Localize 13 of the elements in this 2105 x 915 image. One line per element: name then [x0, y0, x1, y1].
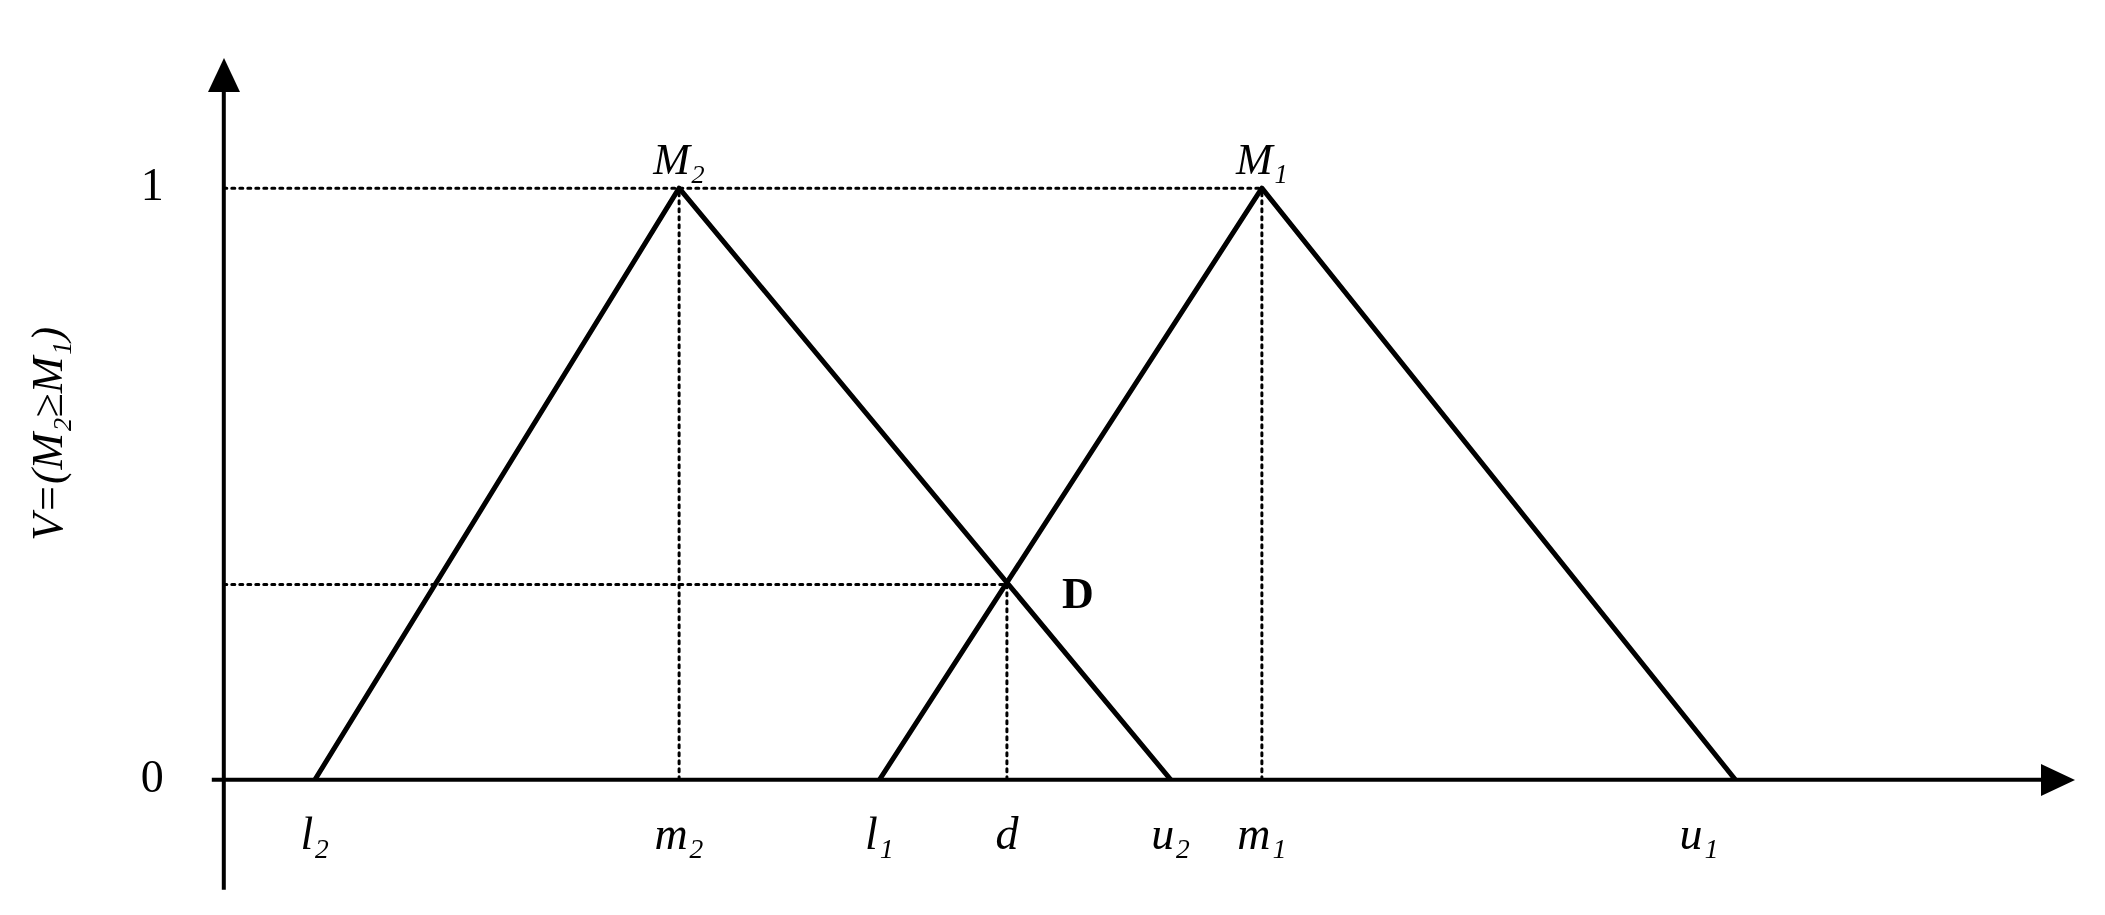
- y-tick-label: 1: [140, 159, 164, 211]
- x-tick-label: m₂: [654, 808, 704, 860]
- x-tick-label: l₁: [865, 808, 894, 860]
- x-tick-label: u₁: [1679, 808, 1719, 860]
- y-axis-title: V=(M₂≥M₁): [22, 326, 72, 541]
- annotation: M₁: [1234, 134, 1288, 184]
- x-tick-label: u₂: [1151, 808, 1191, 860]
- annotation: M₂: [652, 134, 706, 184]
- x-tick-label: m₁: [1237, 808, 1287, 860]
- x-tick-label: d: [995, 808, 1020, 860]
- y-tick-label: 0: [140, 750, 164, 802]
- annotation: D: [1061, 568, 1094, 618]
- x-tick-label: l₂: [300, 808, 330, 860]
